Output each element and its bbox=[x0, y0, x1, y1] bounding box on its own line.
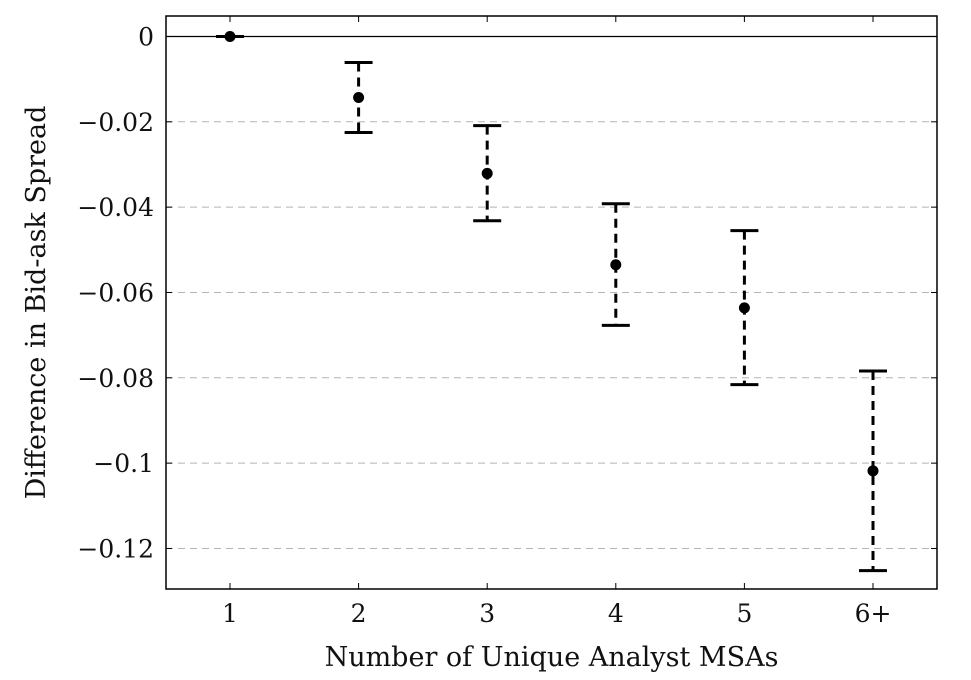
x-tick-label: 1 bbox=[222, 599, 238, 628]
data-point bbox=[353, 91, 365, 103]
grid-layer bbox=[166, 121, 937, 549]
x-tick-label: 2 bbox=[351, 599, 367, 628]
data-point bbox=[481, 167, 493, 179]
y-ticks-layer: 0 −0.02 −0.04 −0.06 −0.08 −0.1 −0.12 bbox=[77, 22, 937, 563]
y-tick-label: −0.12 bbox=[77, 534, 154, 563]
plot-frame bbox=[165, 15, 938, 590]
x-tick-label: 4 bbox=[608, 599, 624, 628]
y-tick-label: −0.02 bbox=[77, 108, 154, 137]
y-tick-label: −0.04 bbox=[77, 193, 154, 222]
data-point bbox=[738, 302, 750, 314]
points-layer bbox=[224, 30, 879, 477]
x-tick-label: 3 bbox=[479, 599, 495, 628]
y-tick-label: −0.06 bbox=[77, 278, 154, 307]
x-tick-label: 5 bbox=[736, 599, 752, 628]
data-point bbox=[867, 465, 879, 477]
x-axis-title: Number of Unique Analyst MSAs bbox=[325, 642, 779, 673]
data-point bbox=[224, 30, 236, 42]
y-axis-title: Difference in Bid-ask Spread bbox=[21, 106, 52, 500]
x-tick-label: 6+ bbox=[855, 599, 892, 628]
x-ticks-layer: 1 2 3 4 5 6+ bbox=[222, 16, 891, 628]
error-bars-layer bbox=[216, 34, 887, 573]
y-tick-label: 0 bbox=[138, 22, 154, 51]
y-tick-label: −0.08 bbox=[77, 364, 154, 393]
y-tick-label: −0.1 bbox=[93, 449, 154, 478]
data-point bbox=[610, 259, 622, 271]
